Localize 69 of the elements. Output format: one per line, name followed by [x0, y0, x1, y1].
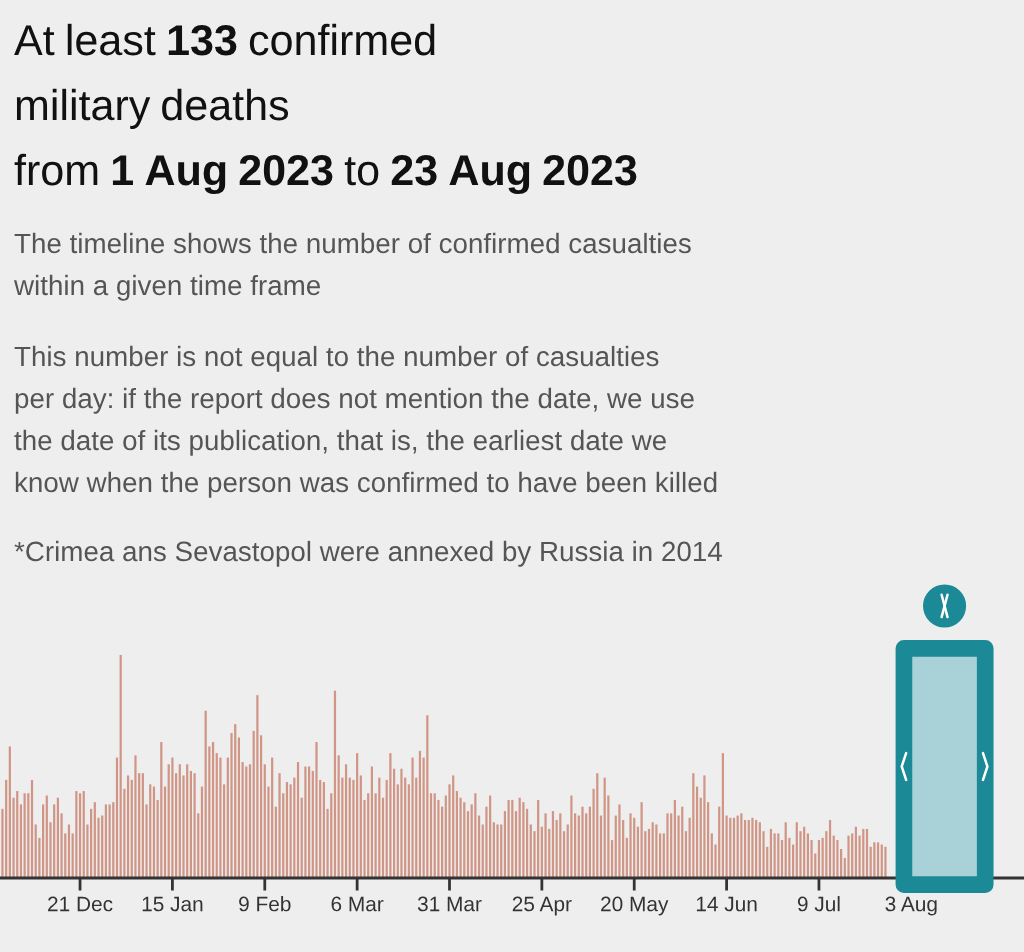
chart-title: At least 133 confirmed military deaths from 1 Aug 2023 to 23 Aug 2023: [14, 23, 637, 195]
bar: [570, 795, 573, 878]
x-tick-label: 14 Jun: [696, 896, 757, 912]
bar: [847, 835, 850, 878]
bar: [186, 764, 189, 878]
bar: [171, 757, 174, 878]
bar: [721, 753, 724, 878]
bar: [215, 753, 218, 878]
bar: [559, 813, 562, 878]
bar: [256, 695, 259, 878]
bar: [426, 715, 429, 878]
x-tick-label: 15 Jan: [142, 896, 203, 912]
bar: [337, 755, 340, 878]
bar: [692, 773, 695, 878]
bar: [489, 795, 492, 878]
bar: [751, 817, 754, 878]
chart-subtitle: The timeline shows the number of confirmed casualties within a given time frame: [13, 232, 691, 301]
bar: [126, 775, 130, 878]
x-tick-label: 20 May: [601, 896, 669, 916]
bar: [53, 804, 56, 878]
bar: [670, 813, 673, 878]
x-tick-label: 9 Jul: [797, 896, 840, 912]
bar: [655, 824, 658, 878]
x-tick-label: 25 Apr: [512, 896, 572, 916]
x-tick-label: 31 Mar: [417, 896, 482, 912]
bar: [333, 690, 337, 878]
x-tick-label: 9 Feb: [239, 896, 291, 912]
bar: [666, 813, 669, 878]
x-tick-label: 3 Aug: [885, 896, 937, 916]
bar: [411, 757, 414, 878]
bar: [134, 755, 137, 878]
bar: [618, 804, 621, 878]
bar: [234, 724, 237, 878]
bar: [836, 840, 839, 878]
bar: [544, 813, 547, 878]
bar: [263, 764, 266, 878]
bar: [703, 775, 706, 878]
x-tick-label: 6 Mar: [331, 896, 384, 912]
bar: [104, 804, 108, 878]
bar: [315, 741, 318, 878]
bar: [248, 764, 252, 878]
bar: [141, 773, 144, 878]
bar: [452, 775, 455, 878]
bar: [400, 768, 403, 878]
bar: [119, 655, 122, 878]
bar: [356, 753, 359, 878]
bar: [496, 824, 499, 878]
bar: [19, 804, 23, 878]
bar: [629, 813, 632, 878]
bar: [596, 773, 599, 878]
bar: [359, 775, 362, 878]
text: *Crimea ans Sevastopol were annexed by Russia in 2014: [14, 540, 722, 567]
bar: [884, 846, 887, 878]
bar: [178, 764, 181, 878]
bar: [219, 757, 222, 878]
bar: [45, 795, 48, 878]
bar: [278, 773, 281, 878]
bar: [193, 773, 196, 878]
bar: [304, 766, 307, 878]
bar: [389, 753, 392, 878]
bar: [740, 813, 743, 878]
bar: [108, 804, 111, 878]
bar: [41, 804, 45, 878]
bar: [259, 735, 263, 878]
bar: [8, 746, 11, 878]
text: This number is not equal to the number of casualties per day: if the report does not mention the date, we use the date of its publication, that is, the earliest date we know when the person was confirmed to have been killed: [14, 345, 717, 498]
bar: [581, 806, 584, 878]
bar: [344, 764, 348, 878]
x-tick-label: 21 Dec: [48, 896, 113, 912]
